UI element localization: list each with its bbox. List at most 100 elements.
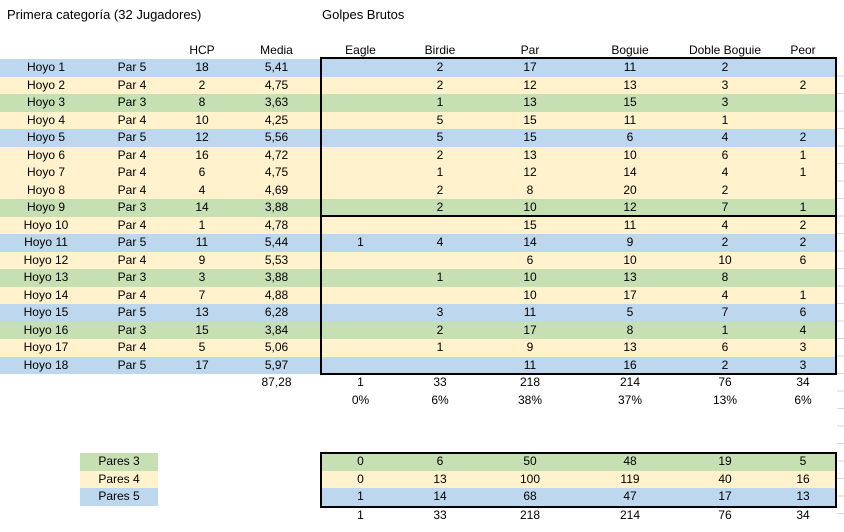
- cell-eagle[interactable]: [321, 339, 400, 357]
- cell-doble-boguie[interactable]: 17: [718, 489, 732, 503]
- cell-eagle[interactable]: 0: [357, 454, 364, 468]
- cell-birdie[interactable]: 2: [436, 322, 444, 337]
- cell-boguie[interactable]: 12: [623, 200, 637, 214]
- cell-par[interactable]: 15: [523, 112, 537, 127]
- cell-peor[interactable]: 3: [799, 357, 807, 372]
- cell-boguie[interactable]: 47: [623, 489, 637, 503]
- col-header-hcp[interactable]: HCP: [189, 43, 215, 57]
- cell-par-label[interactable]: Par 5: [117, 357, 147, 372]
- summary-total-eagle[interactable]: 1: [357, 508, 364, 522]
- cell-par-label[interactable]: Par 4: [117, 165, 147, 179]
- cell-hoyo[interactable]: Hoyo 8: [26, 182, 66, 197]
- cell-par[interactable]: 9: [526, 340, 534, 354]
- cell-par[interactable]: 14: [523, 235, 537, 249]
- cell-media[interactable]: 6,28: [264, 305, 289, 319]
- cell-hoyo[interactable]: Hoyo 13: [23, 270, 69, 284]
- cell-doble-boguie[interactable]: 10: [718, 252, 732, 267]
- cell-eagle[interactable]: 1: [357, 235, 364, 249]
- cell-par[interactable]: 13: [523, 95, 537, 109]
- category-title[interactable]: Primera categoría (32 Jugadores): [7, 7, 202, 22]
- gross-strokes-title[interactable]: Golpes Brutos: [322, 7, 405, 22]
- pct-par-cell[interactable]: 38%: [517, 392, 543, 407]
- cell-par[interactable]: 10: [523, 200, 537, 214]
- cell-boguie[interactable]: 16: [623, 357, 637, 372]
- cell-media[interactable]: 5,44: [264, 235, 289, 249]
- cell-par-label[interactable]: Par 4: [117, 287, 147, 302]
- cell-birdie[interactable]: 2: [436, 60, 444, 74]
- cell-peor[interactable]: 2: [799, 77, 807, 92]
- legend-pares-4[interactable]: Pares 4: [80, 470, 158, 488]
- cell-media[interactable]: 3,84: [264, 322, 289, 337]
- summary-total-boguie[interactable]: 214: [619, 508, 641, 522]
- cell-hoyo[interactable]: Hoyo 16: [23, 322, 69, 337]
- cell-media[interactable]: 4,75: [264, 77, 289, 92]
- cell-hcp[interactable]: 1: [198, 217, 206, 232]
- cell-par-label[interactable]: Par 4: [117, 147, 147, 162]
- cell-par[interactable]: 17: [523, 322, 537, 337]
- cell-par-label[interactable]: Par 4: [117, 77, 147, 92]
- cell-hoyo[interactable]: Hoyo 17: [23, 340, 69, 354]
- cell-par[interactable]: 17: [523, 60, 537, 74]
- col-header-peor[interactable]: Peor: [790, 43, 816, 57]
- cell-media[interactable]: 5,97: [264, 357, 289, 372]
- total-birdie-cell[interactable]: 33: [433, 375, 447, 389]
- cell-hcp[interactable]: 8: [198, 95, 206, 109]
- cell-peor[interactable]: 3: [799, 340, 807, 354]
- cell-peor[interactable]: 2: [799, 130, 807, 144]
- cell-peor[interactable]: [770, 269, 836, 287]
- cell-hcp[interactable]: 18: [195, 60, 209, 74]
- cell-doble-boguie[interactable]: 4: [721, 217, 729, 232]
- cell-eagle[interactable]: [321, 147, 400, 165]
- cell-hoyo[interactable]: Hoyo 1: [26, 60, 66, 74]
- cell-peor[interactable]: [770, 59, 836, 77]
- col-header-media[interactable]: Media: [260, 43, 293, 57]
- cell-hcp[interactable]: 13: [195, 305, 209, 319]
- cell-boguie[interactable]: 8: [626, 322, 634, 337]
- cell-par[interactable]: 10: [523, 270, 537, 284]
- cell-doble-boguie[interactable]: 1: [721, 322, 729, 337]
- cell-par[interactable]: 15: [523, 130, 537, 144]
- cell-boguie[interactable]: 119: [620, 471, 640, 486]
- cell-peor[interactable]: 1: [799, 287, 807, 302]
- cell-birdie[interactable]: 3: [436, 305, 444, 319]
- cell-doble-boguie[interactable]: 3: [721, 77, 729, 92]
- cell-doble-boguie[interactable]: 2: [721, 60, 729, 74]
- col-header-boguie[interactable]: Boguie: [611, 43, 649, 57]
- cell-par-label[interactable]: Par 5: [117, 130, 147, 144]
- cell-hcp[interactable]: 9: [198, 252, 206, 267]
- cell-boguie[interactable]: 11: [623, 217, 637, 232]
- cell-boguie[interactable]: 5: [626, 305, 634, 319]
- cell-eagle[interactable]: [321, 164, 400, 182]
- cell-boguie[interactable]: 10: [623, 147, 637, 162]
- cell-hcp[interactable]: 14: [195, 200, 209, 214]
- cell-peor[interactable]: 13: [796, 489, 810, 503]
- cell-peor[interactable]: 6: [799, 305, 807, 319]
- cell-boguie[interactable]: 14: [623, 165, 637, 179]
- cell-eagle[interactable]: [321, 252, 400, 270]
- cell-hoyo[interactable]: Hoyo 12: [23, 252, 69, 267]
- cell-peor[interactable]: [770, 182, 836, 200]
- cell-birdie[interactable]: [400, 217, 480, 235]
- cell-hcp[interactable]: 2: [198, 77, 206, 92]
- cell-eagle[interactable]: [321, 217, 400, 235]
- cell-hcp[interactable]: 5: [198, 340, 206, 354]
- cell-birdie[interactable]: 1: [436, 340, 444, 354]
- cell-birdie[interactable]: 13: [433, 471, 447, 486]
- cell-par[interactable]: 12: [523, 77, 537, 92]
- cell-media[interactable]: 4,25: [264, 112, 289, 127]
- pct-doble-boguie-cell[interactable]: 13%: [712, 392, 738, 407]
- cell-boguie[interactable]: 11: [623, 60, 637, 74]
- cell-doble-boguie[interactable]: 2: [721, 182, 729, 197]
- cell-birdie[interactable]: 5: [436, 112, 444, 127]
- total-boguie-cell[interactable]: 214: [619, 375, 641, 389]
- cell-hoyo[interactable]: Hoyo 3: [26, 95, 66, 109]
- cell-peor[interactable]: [770, 94, 836, 112]
- cell-eagle[interactable]: [321, 182, 400, 200]
- cell-hoyo[interactable]: Hoyo 4: [26, 112, 66, 127]
- cell-media[interactable]: 3,63: [264, 95, 289, 109]
- cell-boguie[interactable]: 48: [623, 454, 637, 468]
- cell-hoyo[interactable]: Hoyo 14: [23, 287, 69, 302]
- cell-media[interactable]: 4,88: [264, 287, 289, 302]
- cell-eagle[interactable]: [321, 304, 400, 322]
- cell-birdie[interactable]: 6: [436, 454, 444, 468]
